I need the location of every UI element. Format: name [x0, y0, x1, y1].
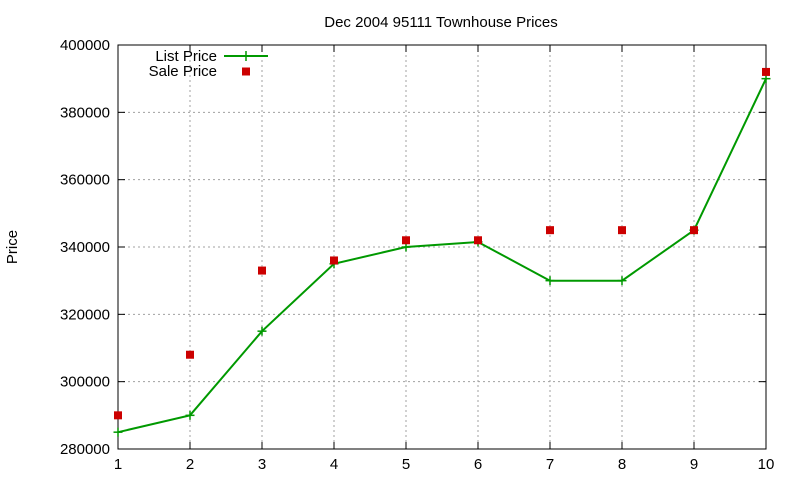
legend-marker-sale-price — [242, 67, 250, 76]
x-tick-label: 8 — [618, 456, 626, 473]
sale-price-point — [402, 236, 410, 245]
series-layer — [113, 67, 771, 437]
grid — [118, 45, 766, 449]
legend-label-list-price: List Price — [155, 48, 217, 65]
legend-label-sale-price: Sale Price — [149, 63, 217, 80]
x-tick-label: 5 — [402, 456, 410, 473]
x-axis: 1 2 3 4 5 6 7 8 9 10 — [114, 45, 775, 473]
x-tick-label: 4 — [330, 456, 338, 473]
sale-price-point — [114, 411, 122, 420]
y-axis-label: Price — [4, 230, 21, 264]
y-tick-label: 360000 — [60, 172, 110, 189]
sale-price-point — [762, 67, 770, 76]
list-price-point — [545, 276, 555, 286]
y-tick-label: 320000 — [60, 306, 110, 323]
sale-price-point — [546, 226, 554, 235]
y-tick-label: 380000 — [60, 104, 110, 121]
list-price-point — [617, 276, 627, 286]
sale-price-point — [330, 256, 338, 265]
list-price-point — [185, 410, 195, 420]
y-axis: 280000 300000 320000 340000 360000 380000 4000… — [60, 37, 766, 458]
list-price-point — [257, 326, 267, 336]
x-tick-label: 6 — [474, 456, 482, 473]
sale-price-point — [690, 226, 698, 235]
y-tick-label: 280000 — [60, 441, 110, 458]
chart-title: Dec 2004 95111 Townhouse Prices — [324, 14, 558, 31]
legend-marker-list-price — [241, 51, 251, 61]
x-tick-label: 9 — [690, 456, 698, 473]
sale-price-point — [186, 350, 194, 359]
legend: List Price Sale Price — [149, 48, 268, 80]
x-tick-label: 7 — [546, 456, 554, 473]
x-tick-label: 3 — [258, 456, 266, 473]
x-tick-label: 1 — [114, 456, 122, 473]
plot-border — [117, 44, 767, 450]
sale-price-point — [618, 226, 626, 235]
y-tick-label: 340000 — [60, 239, 110, 256]
list-price-line — [117, 78, 767, 434]
y-tick-label: 300000 — [60, 374, 110, 391]
sale-price-point — [474, 236, 482, 245]
y-tick-label: 400000 — [60, 37, 110, 54]
x-tick-label: 10 — [758, 456, 775, 473]
list-price-point — [113, 427, 123, 437]
x-tick-label: 2 — [186, 456, 194, 473]
sale-price-point — [258, 266, 266, 275]
